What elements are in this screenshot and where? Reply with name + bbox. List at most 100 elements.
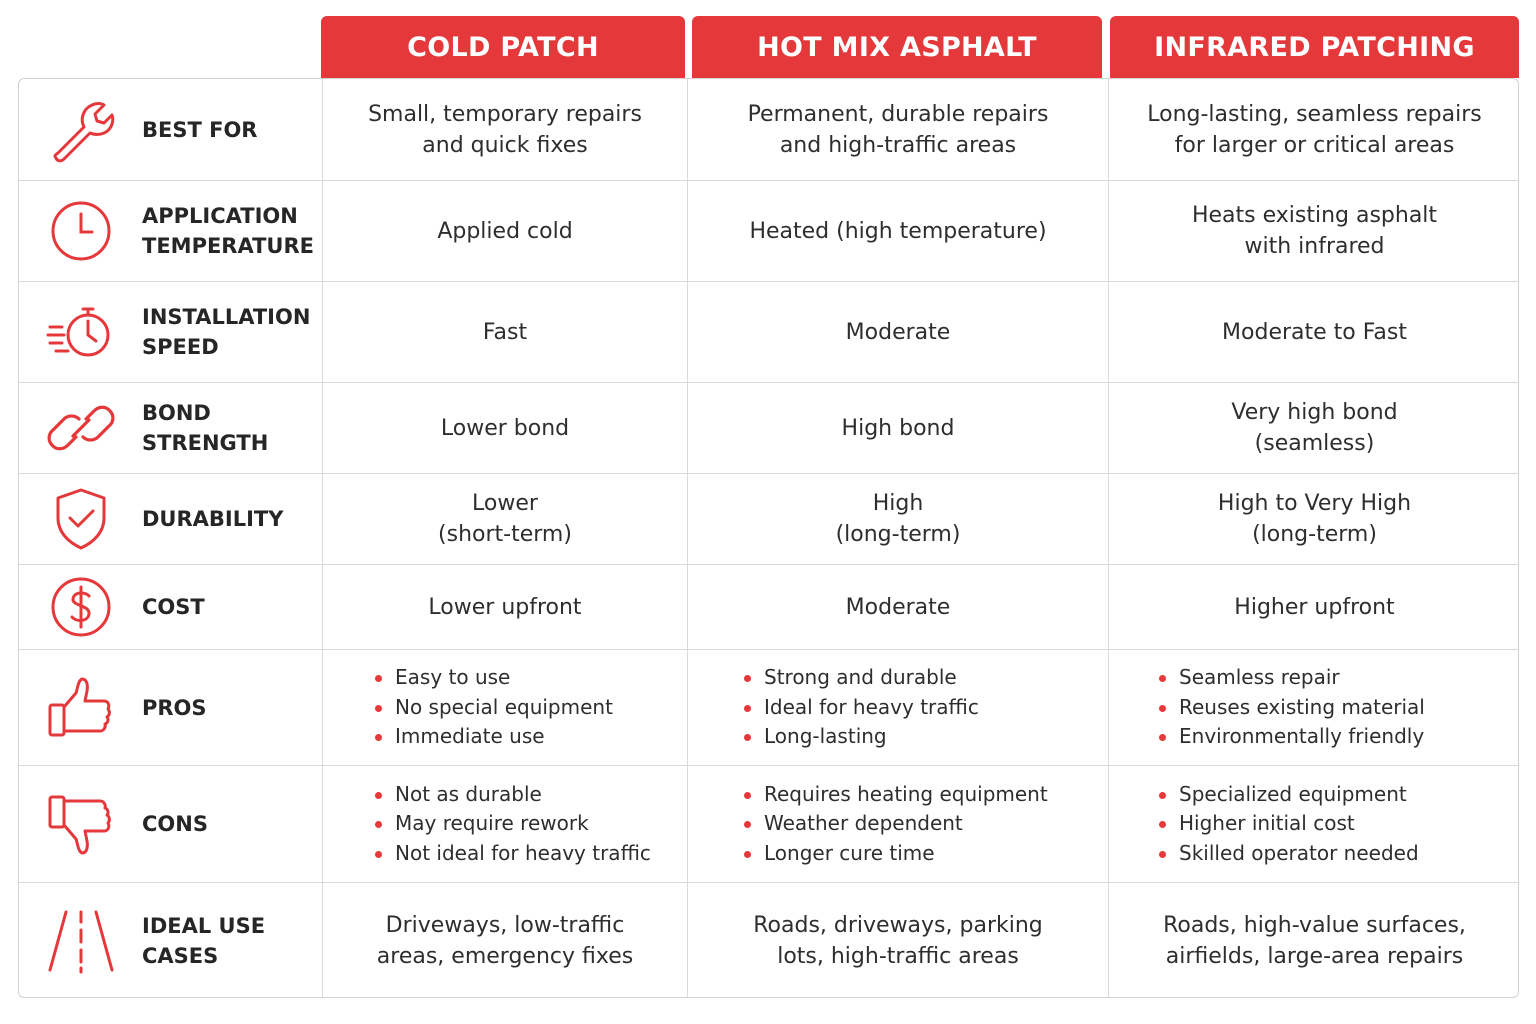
list-item: Seamless repair	[1155, 663, 1425, 693]
row-label: BOND STRENGTH	[142, 401, 269, 455]
road-icon	[41, 906, 121, 976]
row-label-cell: IDEAL USE CASES	[19, 883, 322, 997]
list-item: Strong and durable	[740, 663, 979, 693]
cell-text: Heats existing asphalt with infrared	[1191, 203, 1438, 259]
cell-text: Roads, driveways, parking lots, high-tra…	[753, 913, 1043, 969]
cell-text: Moderate	[845, 319, 951, 345]
table-cell: Heats existing asphalt with infrared	[1108, 181, 1518, 281]
list-item: Skilled operator needed	[1155, 839, 1419, 869]
cell-text: Lower bond	[440, 415, 570, 441]
bullet-list: Seamless repair Reuses existing material E…	[1155, 663, 1425, 752]
column-headers: COLD PATCH HOT MIX ASPHALT INFRARED PATC…	[321, 16, 1519, 78]
row-label: PROS	[142, 695, 207, 720]
row-label: COST	[142, 595, 205, 619]
bullet-list: Not as durable May require rework Not idea…	[371, 780, 651, 869]
table-cell: Higher upfront	[1108, 565, 1518, 649]
row-label-cell: DURABILITY	[19, 474, 322, 564]
row-label: DURABILITY	[142, 507, 284, 531]
column-header-hot-mix-asphalt: HOT MIX ASPHALT	[692, 16, 1102, 78]
row-label-cell: APPLICATION TEMPERATURE	[19, 181, 322, 281]
table-cell: Driveways, low-traffic areas, emergency …	[322, 883, 687, 997]
cell-text: Lower (short-term)	[438, 491, 572, 547]
thumbs-down-icon	[41, 789, 121, 859]
thumbs-up-icon	[41, 673, 121, 743]
table-cell: High (long-term)	[687, 474, 1108, 564]
table-cell: Moderate to Fast	[1108, 282, 1518, 382]
bullet-list: Specialized equipment Higher initial cost…	[1155, 780, 1419, 869]
table-cell: Lower upfront	[322, 565, 687, 649]
table-cell: Requires heating equipment Weather depend…	[687, 766, 1108, 882]
cell-text: Moderate to Fast	[1222, 319, 1407, 345]
list-item: May require rework	[371, 809, 651, 839]
row-label-cell: COST	[19, 565, 322, 649]
table-cell: Specialized equipment Higher initial cost…	[1108, 766, 1518, 882]
cell-text: Long-lasting, seamless repairs for large…	[1147, 101, 1482, 158]
list-item: Longer cure time	[740, 839, 1048, 869]
cell-text: Very high bond (seamless)	[1231, 400, 1398, 456]
row-label: IDEAL USE CASES	[142, 914, 266, 968]
table-row: DURABILITY Lower (short-term) High (long-t…	[19, 474, 1518, 565]
list-item: Requires heating equipment	[740, 780, 1048, 810]
row-label-cell: BOND STRENGTH	[19, 383, 322, 473]
list-item: Environmentally friendly	[1155, 722, 1425, 752]
table-cell: Small, temporary repairs and quick fixes	[322, 79, 687, 180]
table-row: COST Lower upfront Moderate Higher upfront	[19, 565, 1518, 650]
table-row: BEST FOR Small, temporary repairs and qui…	[19, 79, 1518, 181]
row-label: CONS	[142, 812, 208, 836]
column-header-infrared-patching: INFRARED PATCHING	[1110, 16, 1519, 78]
bullet-list: Easy to use No special equipment Immediate…	[371, 663, 613, 752]
column-header-cold-patch: COLD PATCH	[321, 16, 685, 78]
table-cell: Long-lasting, seamless repairs for large…	[1108, 79, 1518, 180]
list-item: Ideal for heavy traffic	[740, 693, 979, 723]
row-label-cell: BEST FOR	[19, 79, 322, 180]
table-cell: Roads, high-value surfaces, airfields, l…	[1108, 883, 1518, 997]
table-cell: Not as durable May require rework Not idea…	[322, 766, 687, 882]
comparison-table: BEST FOR Small, temporary repairs and qui…	[18, 78, 1519, 998]
dollar-icon	[41, 572, 121, 642]
list-item: Weather dependent	[740, 809, 1048, 839]
row-label-cell: INSTALLATION SPEED	[19, 282, 322, 382]
table-cell: Applied cold	[322, 181, 687, 281]
cell-text: Small, temporary repairs and quick fixes	[368, 101, 642, 158]
table-cell: Very high bond (seamless)	[1108, 383, 1518, 473]
table-cell: High bond	[687, 383, 1108, 473]
cell-text: Higher upfront	[1234, 594, 1395, 620]
wrench-icon	[41, 95, 121, 165]
table-cell: Moderate	[687, 565, 1108, 649]
stopwatch-icon	[41, 297, 121, 367]
table-cell: Seamless repair Reuses existing material E…	[1108, 650, 1518, 765]
cell-text: Applied cold	[437, 218, 573, 244]
table-row: INSTALLATION SPEED Fast Moderate Moderate t…	[19, 282, 1518, 383]
row-label: BEST FOR	[142, 117, 258, 142]
cell-text: Fast	[482, 319, 528, 345]
link-icon	[41, 393, 121, 463]
table-cell: Lower (short-term)	[322, 474, 687, 564]
cell-text: High (long-term)	[835, 491, 961, 547]
table-row: PROS Easy to use No special equipment Immed…	[19, 650, 1518, 766]
cell-text: High bond	[841, 415, 955, 441]
table-cell: Easy to use No special equipment Immediate…	[322, 650, 687, 765]
cell-text: Permanent, durable repairs and high-traf…	[747, 101, 1049, 158]
table-row: CONS Not as durable May require rework Not …	[19, 766, 1518, 883]
cell-text: Driveways, low-traffic areas, emergency …	[376, 913, 634, 969]
cell-text: Roads, high-value surfaces, airfields, l…	[1163, 913, 1466, 969]
row-label-cell: PROS	[19, 650, 322, 765]
table-cell: Moderate	[687, 282, 1108, 382]
row-label: APPLICATION TEMPERATURE	[142, 204, 314, 258]
list-item: Easy to use	[371, 663, 613, 693]
table-row: IDEAL USE CASES Driveways, low-traffic ar…	[19, 883, 1518, 997]
bullet-list: Requires heating equipment Weather depend…	[740, 780, 1048, 869]
table-cell: Roads, driveways, parking lots, high-tra…	[687, 883, 1108, 997]
list-item: Not as durable	[371, 780, 651, 810]
list-item: Reuses existing material	[1155, 693, 1425, 723]
table-row: BOND STRENGTH Lower bond High bond Very hig…	[19, 383, 1518, 474]
table-cell: Fast	[322, 282, 687, 382]
cell-text: Moderate	[845, 594, 951, 620]
list-item: No special equipment	[371, 693, 613, 723]
list-item: Higher initial cost	[1155, 809, 1419, 839]
bullet-list: Strong and durable Ideal for heavy traffi…	[740, 663, 979, 752]
cell-text: Lower upfront	[428, 594, 582, 620]
table-cell: High to Very High (long-term)	[1108, 474, 1518, 564]
list-item: Not ideal for heavy traffic	[371, 839, 651, 869]
